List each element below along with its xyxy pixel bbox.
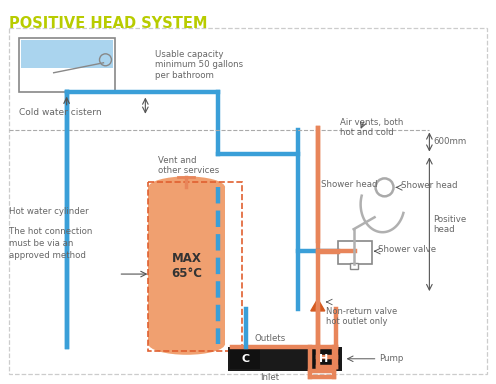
Text: The hot connection
must be via an
approved method: The hot connection must be via an approv… xyxy=(9,227,92,260)
Bar xyxy=(230,349,260,369)
Text: Hot water cylinder: Hot water cylinder xyxy=(9,207,88,216)
Text: Inlet: Inlet xyxy=(260,373,279,382)
Text: Air vents, both
hot and cold: Air vents, both hot and cold xyxy=(340,118,403,137)
Bar xyxy=(228,347,342,371)
Text: Non-return valve
hot outlet only: Non-return valve hot outlet only xyxy=(326,307,397,326)
Ellipse shape xyxy=(148,333,225,355)
Text: Shower valve: Shower valve xyxy=(377,245,435,254)
Text: H: H xyxy=(319,354,328,364)
Bar xyxy=(350,263,358,269)
Text: Vent and
other services: Vent and other services xyxy=(158,156,220,175)
Text: Shower head: Shower head xyxy=(321,180,377,189)
Text: POSITIVE HEAD SYSTEM: POSITIVE HEAD SYSTEM xyxy=(9,16,207,31)
Text: Shower head: Shower head xyxy=(401,181,458,190)
Text: Cold water cistern: Cold water cistern xyxy=(19,108,101,117)
Polygon shape xyxy=(311,299,325,311)
Bar xyxy=(310,349,340,369)
Text: 600mm: 600mm xyxy=(434,137,467,146)
Text: Pump: Pump xyxy=(379,354,404,363)
Polygon shape xyxy=(148,187,225,344)
Bar xyxy=(338,241,372,264)
Text: Positive
head: Positive head xyxy=(434,215,467,234)
Polygon shape xyxy=(21,40,114,68)
Text: C: C xyxy=(242,354,250,364)
Text: Outlets: Outlets xyxy=(254,334,286,343)
Text: Usable capacity
minimum 50 gallons
per bathroom: Usable capacity minimum 50 gallons per b… xyxy=(155,50,244,79)
Ellipse shape xyxy=(148,176,225,198)
Text: MAX
65°C: MAX 65°C xyxy=(171,252,202,280)
